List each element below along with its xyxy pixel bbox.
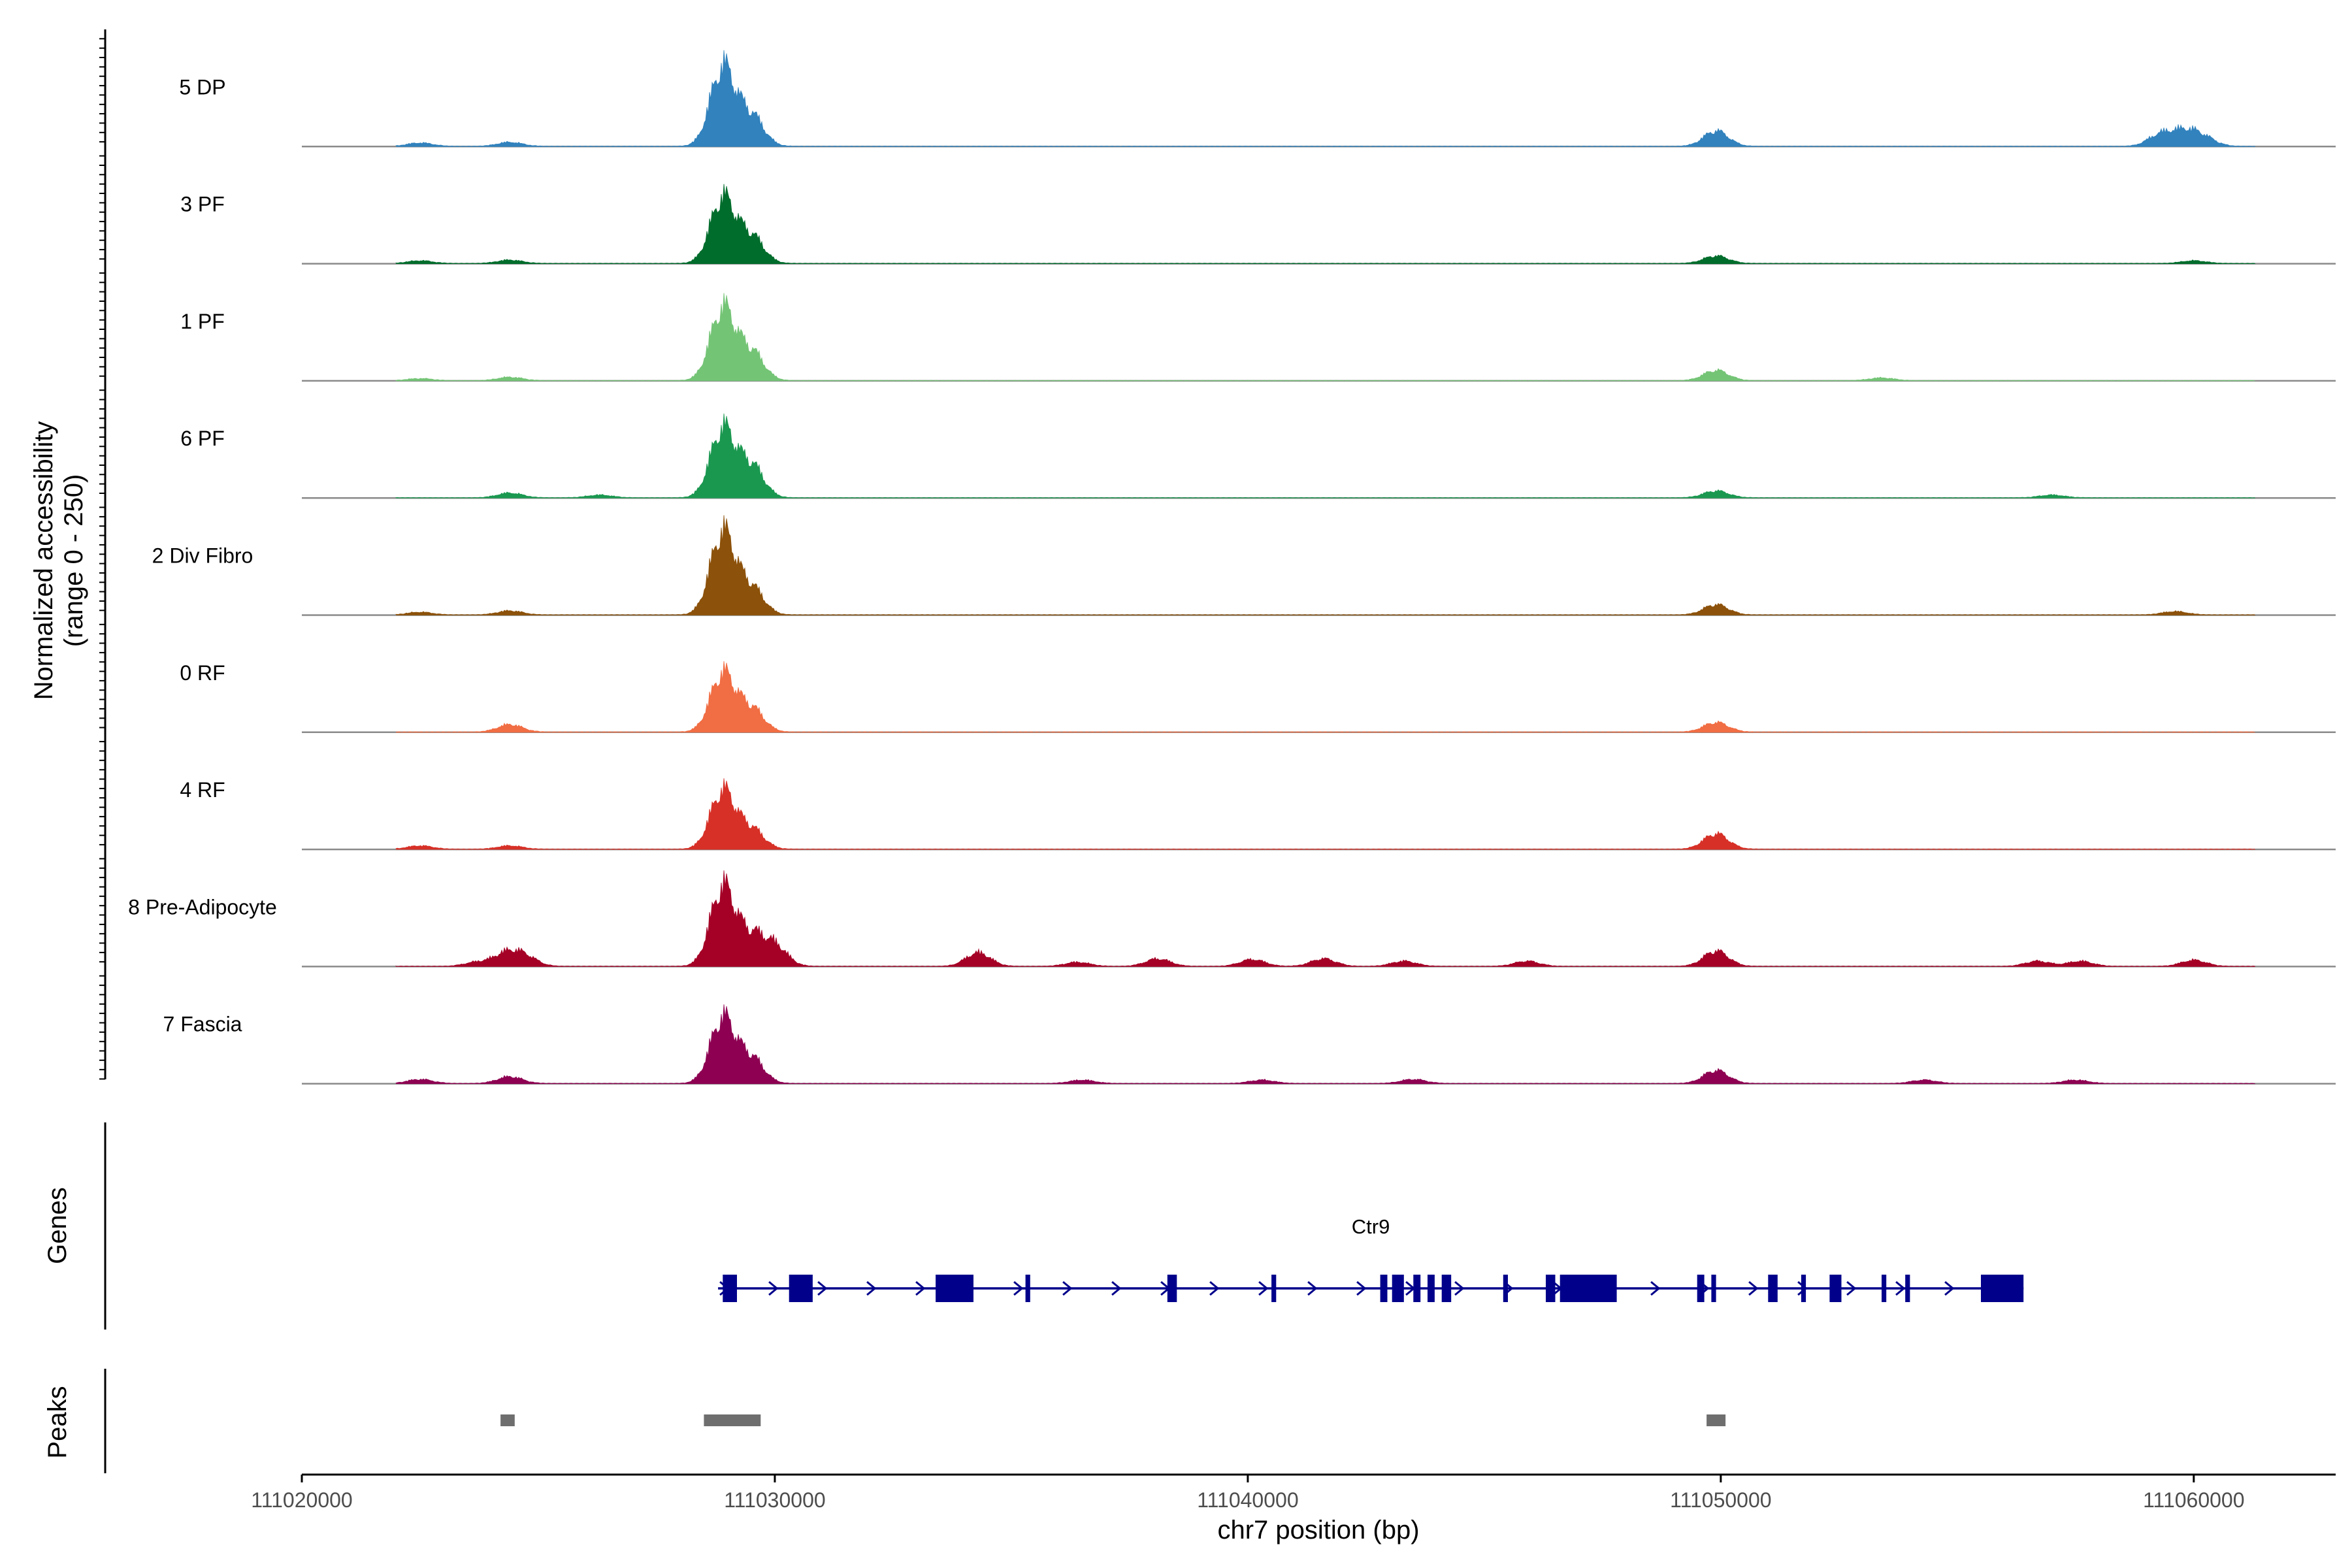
exon-block: [1413, 1275, 1421, 1302]
exon-block: [1428, 1275, 1435, 1302]
coverage-area: [395, 661, 2255, 733]
coverage-tracks: [302, 50, 2336, 1085]
track-label: 0 RF: [180, 661, 225, 685]
exon-block: [1503, 1275, 1508, 1302]
coverage-area: [395, 413, 2256, 498]
coverage-area: [395, 778, 2256, 850]
exon-block: [1441, 1275, 1452, 1302]
strand-arrow: [768, 1281, 779, 1296]
exon-block: [1697, 1275, 1705, 1302]
strand-arrow: [817, 1281, 828, 1296]
y-axis-ticks: [99, 38, 105, 1080]
strand-arrow: [1454, 1281, 1465, 1296]
exon-block: [1025, 1275, 1030, 1302]
exon-block: [1560, 1275, 1617, 1302]
track-label: 7 Fascia: [163, 1013, 242, 1036]
track-label-group: 5 DP 3 PF 1 PF 6 PF 2 Div Fibro 0 RF 4 RF 8 Pre…: [128, 75, 277, 1036]
peaks-track-label: Peaks: [43, 1386, 72, 1458]
y-axis-label-line1: Normalized accessibility: [29, 421, 58, 700]
exon-block: [1801, 1275, 1806, 1302]
exon-block: [1167, 1275, 1177, 1302]
x-axis-title: chr7 position (bp): [1217, 1516, 1419, 1544]
x-axis-ticks: 111020000 111030000 111040000 111050000 1110…: [251, 1475, 2245, 1512]
coverage-area: [395, 870, 2256, 967]
peak-region: [704, 1414, 761, 1426]
x-tick-label: 111020000: [251, 1488, 352, 1512]
gene-model: [718, 1275, 2024, 1302]
x-tick-label: 111060000: [2143, 1488, 2244, 1512]
track-label: 4 RF: [180, 778, 225, 802]
exon-block: [789, 1275, 813, 1302]
track-label: 5 DP: [179, 75, 225, 99]
exon-block: [1546, 1275, 1556, 1302]
coverage-area: [395, 515, 2256, 615]
exon-block: [1882, 1275, 1887, 1302]
coverage-area: [395, 184, 2256, 265]
strand-arrow: [1111, 1281, 1122, 1296]
y-axis-label-line2: (range 0 - 250): [59, 474, 88, 647]
strand-arrow: [1748, 1281, 1759, 1296]
strand-arrow: [1356, 1281, 1367, 1296]
exon-block: [1711, 1275, 1716, 1302]
strand-arrow: [1650, 1281, 1661, 1296]
exon-block: [936, 1275, 973, 1302]
track-label: 1 PF: [180, 310, 225, 333]
x-tick-label: 111030000: [724, 1488, 825, 1512]
exon-block: [1380, 1275, 1388, 1302]
strand-arrow: [1209, 1281, 1220, 1296]
coverage-area: [395, 293, 2255, 382]
x-tick-label: 111050000: [1670, 1488, 1771, 1512]
coverage-area: [395, 50, 2256, 147]
gene-name-label: Ctr9: [1352, 1215, 1390, 1238]
strand-arrow: [866, 1281, 877, 1296]
exon-block: [1829, 1275, 1842, 1302]
genes-track-label: Genes: [43, 1187, 72, 1264]
track-label: 2 Div Fibro: [152, 544, 253, 568]
track-label: 8 Pre-Adipocyte: [128, 895, 277, 919]
strand-arrow: [1846, 1281, 1857, 1296]
strand-arrow: [1895, 1281, 1906, 1296]
exon-block: [1905, 1275, 1910, 1302]
exon-block: [1392, 1275, 1404, 1302]
strand-arrow: [1062, 1281, 1073, 1296]
strand-arrow: [915, 1281, 926, 1296]
strand-arrow: [1307, 1281, 1318, 1296]
exon-block: [723, 1275, 737, 1302]
track-label: 3 PF: [180, 193, 225, 216]
peak-region: [500, 1414, 515, 1426]
peak-region: [1707, 1414, 1726, 1426]
strand-arrow: [1258, 1281, 1269, 1296]
peak-regions: [500, 1414, 1726, 1426]
strand-arrow: [1944, 1281, 1955, 1296]
strand-arrow: [1013, 1281, 1024, 1296]
exon-block: [1981, 1275, 2024, 1302]
exon-block: [1768, 1275, 1778, 1302]
track-label: 6 PF: [180, 427, 225, 450]
exon-block: [1271, 1275, 1277, 1302]
coverage-area: [395, 1004, 2255, 1085]
x-tick-label: 111040000: [1197, 1488, 1298, 1512]
